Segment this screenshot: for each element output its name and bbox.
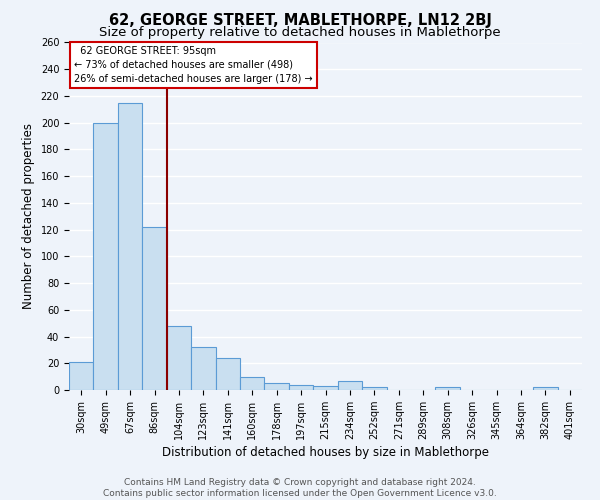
Bar — [94, 122, 118, 390]
Text: 62, GEORGE STREET, MABLETHORPE, LN12 2BJ: 62, GEORGE STREET, MABLETHORPE, LN12 2BJ — [109, 12, 491, 28]
Bar — [289, 384, 313, 390]
Bar — [118, 102, 142, 390]
Bar — [533, 388, 557, 390]
Bar — [240, 376, 265, 390]
X-axis label: Distribution of detached houses by size in Mablethorpe: Distribution of detached houses by size … — [162, 446, 489, 459]
Bar — [191, 347, 215, 390]
Bar — [362, 388, 386, 390]
Bar — [69, 362, 94, 390]
Bar — [142, 227, 167, 390]
Bar — [338, 380, 362, 390]
Y-axis label: Number of detached properties: Number of detached properties — [22, 123, 35, 309]
Bar — [313, 386, 338, 390]
Bar — [167, 326, 191, 390]
Text: 62 GEORGE STREET: 95sqm  
← 73% of detached houses are smaller (498)
26% of semi: 62 GEORGE STREET: 95sqm ← 73% of detache… — [74, 46, 313, 84]
Text: Contains HM Land Registry data © Crown copyright and database right 2024.
Contai: Contains HM Land Registry data © Crown c… — [103, 478, 497, 498]
Bar — [265, 384, 289, 390]
Bar — [436, 388, 460, 390]
Bar — [215, 358, 240, 390]
Text: Size of property relative to detached houses in Mablethorpe: Size of property relative to detached ho… — [99, 26, 501, 39]
